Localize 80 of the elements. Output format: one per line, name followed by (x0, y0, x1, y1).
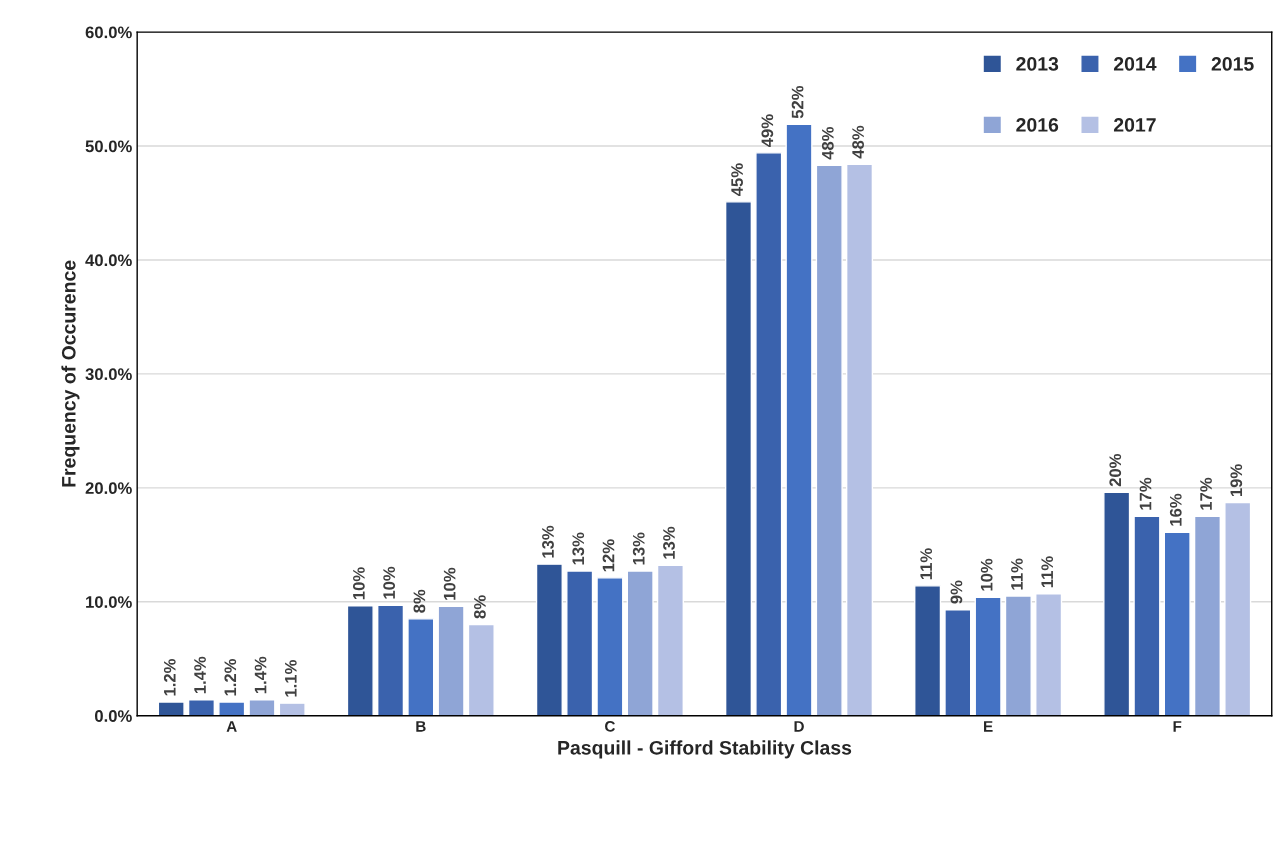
data-label: 11% (1011, 558, 1023, 590)
data-label: 17% (1139, 477, 1152, 510)
y-tick-label: 60.0% (85, 26, 132, 39)
data-label: 16% (1169, 493, 1182, 526)
bar (1035, 593, 1063, 716)
bar (914, 585, 942, 716)
y-axis-title: Frequency of Occurence (61, 260, 80, 487)
bar (248, 699, 276, 716)
bar (218, 701, 246, 716)
bar (626, 570, 654, 716)
x-tick-label: B (416, 721, 426, 732)
x-tick-label: D (794, 721, 804, 732)
bar (1103, 491, 1131, 716)
data-label: 9% (950, 580, 963, 604)
bar (278, 702, 306, 716)
y-tick-label: 10.0% (86, 596, 132, 608)
x-tick-label: E (984, 721, 993, 732)
data-label: 10% (443, 567, 456, 600)
bar (1193, 515, 1222, 716)
data-label: 12% (602, 539, 615, 572)
legend-label: 2014 (1113, 57, 1157, 71)
data-label: 11% (920, 548, 933, 580)
x-tick-label: C (605, 720, 616, 732)
y-tick-label: 30.0% (85, 368, 132, 381)
bar (656, 564, 684, 716)
bar (1004, 595, 1032, 716)
x-tick-label: F (1173, 721, 1182, 732)
data-label: 13% (572, 532, 585, 565)
legend-label: 2016 (1016, 118, 1059, 132)
bar (157, 701, 185, 716)
data-label: 11% (1041, 556, 1054, 588)
x-axis-title: Pasquill - Gifford Stability Class (558, 740, 852, 759)
data-label: 1.2% (224, 658, 237, 696)
x-tick-label: A (226, 721, 237, 732)
bar (1133, 515, 1161, 716)
data-label: 52% (791, 85, 804, 119)
data-label: 1.1% (284, 660, 297, 697)
bar (845, 163, 874, 716)
bar (944, 609, 972, 716)
data-label: 45% (731, 163, 743, 197)
bar (755, 152, 783, 716)
legend-label: 2013 (1016, 57, 1059, 71)
bar (407, 618, 435, 716)
data-label: 13% (663, 526, 675, 559)
y-tick-label: 40.0% (85, 254, 132, 267)
bar (377, 604, 405, 716)
data-label: 49% (761, 114, 774, 148)
data-label: 1.4% (254, 656, 267, 694)
bar (535, 563, 563, 716)
bar (346, 605, 374, 716)
bar (467, 623, 495, 716)
bar (437, 605, 465, 716)
y-tick-label: 50.0% (85, 140, 132, 153)
bar (974, 596, 1002, 716)
data-label: 1.4% (194, 656, 206, 694)
legend-label: 2015 (1211, 57, 1254, 71)
bar (1163, 531, 1191, 716)
data-label: 1.2% (163, 658, 176, 696)
data-label: 48% (821, 126, 834, 160)
data-label: 8% (413, 589, 426, 613)
bar (815, 164, 843, 716)
y-tick-label: 0.0% (94, 710, 132, 722)
data-label: 48% (852, 125, 864, 159)
data-label: 10% (980, 558, 993, 591)
bar (724, 201, 753, 716)
data-label: 10% (383, 566, 396, 599)
data-label: 20% (1109, 453, 1122, 487)
data-label: 10% (352, 567, 365, 600)
data-label: 13% (632, 532, 645, 565)
bar (566, 570, 594, 716)
data-label: 13% (542, 525, 554, 558)
bar (596, 577, 624, 716)
data-label: 17% (1200, 477, 1212, 510)
bar (1224, 501, 1252, 716)
y-tick-label: 20.0% (85, 482, 132, 495)
legend-label: 2017 (1113, 118, 1156, 132)
bar (187, 699, 216, 716)
data-label: 8% (474, 595, 486, 619)
bar (785, 123, 813, 716)
data-label: 19% (1230, 464, 1243, 497)
